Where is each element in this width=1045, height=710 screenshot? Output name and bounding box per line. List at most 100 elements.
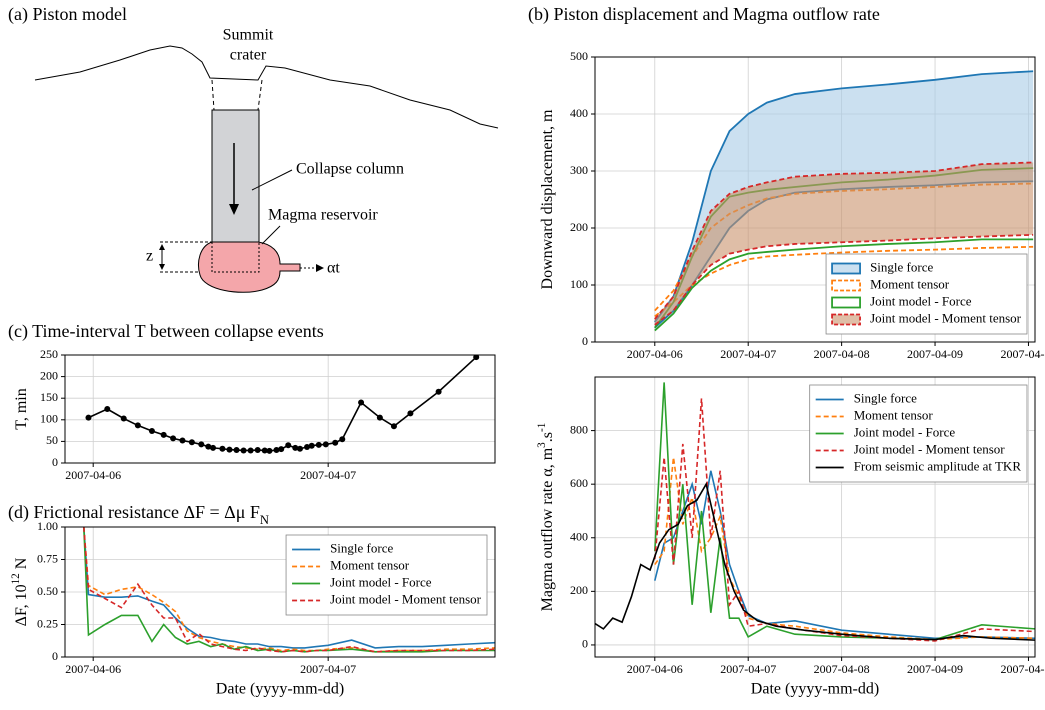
legend-label: Moment tensor <box>870 276 950 291</box>
y-axis-label-part: ΔF, 10 <box>13 584 30 626</box>
x-tick-label: 2007-04-09 <box>907 347 963 361</box>
legend: Single force Moment tensor Joint model - F… <box>285 534 488 616</box>
plot-area <box>654 70 1034 332</box>
y-axis-label: T, min <box>13 388 30 429</box>
y-axis-label-part: -1 <box>536 423 548 432</box>
data-point <box>261 447 268 454</box>
reservoir <box>198 241 301 293</box>
z-arrow-head <box>159 244 165 270</box>
data-point <box>407 410 414 417</box>
outflow-arrow-head <box>316 264 324 272</box>
x-axis-label: Date (yyyy-mm-dd) <box>216 681 344 698</box>
x-tick-label: 2007-04-07 <box>720 347 776 361</box>
data-line <box>82 527 495 649</box>
y-axis-label-part: 3 <box>536 442 548 448</box>
y-tick-label: 300 <box>570 163 588 177</box>
data-point <box>278 446 285 453</box>
panel-title: (c) Time-interval T between collapse eve… <box>8 321 324 342</box>
crater-label: Summit <box>223 27 274 44</box>
y-tick-label: 0.50 <box>37 584 58 598</box>
piston-diagram: (a) Piston model αt z Summit crater Coll… <box>8 4 499 293</box>
data-point <box>205 443 212 450</box>
axes-frame <box>594 56 1036 343</box>
legend-label: Single force <box>330 540 393 555</box>
panel-title-part: (d) Frictional resistance ΔF = Δμ F <box>8 502 260 523</box>
data-point <box>226 446 233 453</box>
data-point <box>247 447 254 454</box>
y-tick-label: 0 <box>52 455 58 469</box>
y-tick-label: 100 <box>570 277 588 291</box>
plot-area <box>82 527 495 653</box>
y-tick-label: 0 <box>52 649 58 663</box>
x-tick-label: 2007-04-09 <box>907 662 963 676</box>
data-point <box>358 399 365 406</box>
x-tick-label: 2007-04-08 <box>814 347 870 361</box>
band-edge <box>654 238 1034 332</box>
y-tick-label: 200 <box>40 368 58 382</box>
x-axis-label: Date (yyyy-mm-dd) <box>751 681 879 698</box>
legend-label: Joint model - Force <box>854 424 956 439</box>
data-point <box>390 423 397 430</box>
legend: Single force Moment tensor Joint model - F… <box>825 253 1028 335</box>
panel-title: (a) Piston model <box>8 4 127 25</box>
legend-box <box>285 534 488 616</box>
legend-label: Single force <box>870 259 933 274</box>
legend-swatch <box>831 262 861 275</box>
panel-title-part: N <box>260 513 269 527</box>
x-tick-label: 2007-04-08 <box>814 662 870 676</box>
y-axis-label-part: 12 <box>10 573 22 584</box>
data-point <box>179 437 186 444</box>
crater-label: crater <box>230 47 267 64</box>
y-tick-label: 400 <box>570 106 588 120</box>
data-point <box>435 388 442 395</box>
crater-edge <box>257 79 263 111</box>
y-tick-label: 50 <box>46 433 58 447</box>
collapse-column <box>211 109 260 243</box>
legend-label: Single force <box>854 390 917 405</box>
y-tick-label: 150 <box>40 390 58 404</box>
column-base <box>211 241 260 273</box>
y-axis-label: Downward displacement, m <box>539 109 556 290</box>
data-point <box>219 445 226 452</box>
legend-label: Joint model - Moment tensor <box>854 441 1006 456</box>
y-axis-label-part: T, min <box>13 388 30 429</box>
band-fill <box>654 162 1034 325</box>
legend: Single force Moment tensor Joint model - F… <box>809 384 1028 483</box>
data-point <box>240 447 247 454</box>
data-point <box>308 442 315 449</box>
data-point <box>148 428 155 435</box>
x-tick-label: 2007-04-07 <box>300 662 356 676</box>
y-axis-label-part: Downward displacement, m <box>539 109 556 290</box>
crater-edge <box>211 79 215 111</box>
legend-swatch <box>831 296 861 309</box>
y-tick-label: 500 <box>570 49 588 63</box>
data-line <box>83 527 495 653</box>
legend-label: Joint model - Force <box>870 293 972 308</box>
data-line <box>595 482 1035 641</box>
axes-frame <box>594 376 1036 658</box>
legend-label: Joint model - Force <box>330 574 432 589</box>
legend-label: Joint model - Moment tensor <box>870 310 1022 325</box>
data-point <box>160 431 167 438</box>
data-point <box>473 355 480 361</box>
leader-line <box>261 225 281 245</box>
data-point <box>332 439 339 446</box>
data-point <box>315 441 322 448</box>
axes-frame <box>64 354 496 464</box>
legend-box <box>809 384 1028 483</box>
band-edge <box>654 245 1034 318</box>
data-point <box>134 422 141 429</box>
data-point <box>170 435 177 442</box>
leader-line <box>251 169 293 191</box>
legend-label: Moment tensor <box>854 407 934 422</box>
panel-title: (b) Piston displacement and Magma outflo… <box>528 4 880 25</box>
data-line <box>88 356 477 452</box>
x-tick-label: 2007-04-10 <box>1000 347 1045 361</box>
x-tick-label: 2007-04-07 <box>720 662 776 676</box>
data-point <box>120 415 127 422</box>
x-tick-label: 2007-04-06 <box>627 662 683 676</box>
y-tick-label: 0.25 <box>37 616 58 630</box>
y-axis-label-part: .s <box>539 432 556 442</box>
x-tick-label: 2007-04-06 <box>627 347 683 361</box>
legend-swatch <box>831 279 861 292</box>
